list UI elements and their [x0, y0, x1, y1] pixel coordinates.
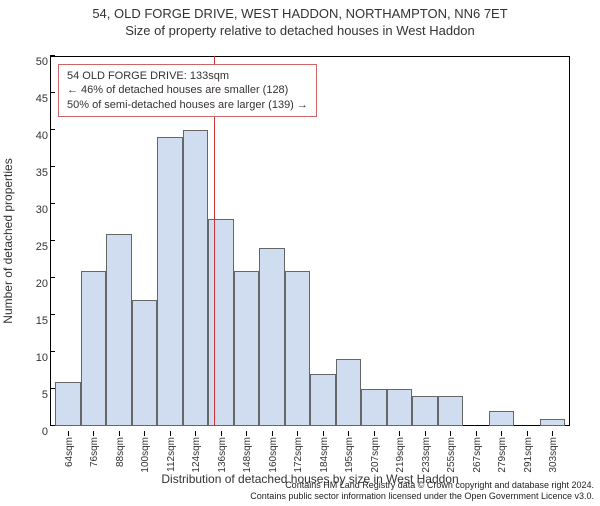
- x-tickmark: [297, 431, 298, 436]
- y-tick-label: 45: [18, 93, 48, 105]
- y-tick-label: 40: [18, 130, 48, 142]
- y-tickmark: [50, 55, 55, 56]
- x-tickmark: [476, 431, 477, 436]
- y-tickmark: [50, 129, 55, 130]
- histogram-bar: [361, 389, 387, 426]
- y-tick-label: 15: [18, 315, 48, 327]
- y-tick-label: 30: [18, 204, 48, 216]
- x-tickmark: [450, 431, 451, 436]
- x-tickmark: [170, 431, 171, 436]
- x-tickmark: [272, 431, 273, 436]
- y-tickmark: [50, 314, 55, 315]
- x-tick-label: 255sqm: [446, 437, 457, 473]
- x-tick-label: 136sqm: [217, 437, 228, 473]
- y-tickmark: [50, 166, 55, 167]
- y-tick-label: 20: [18, 278, 48, 290]
- info-line-smaller: ← 46% of detached houses are smaller (12…: [67, 83, 308, 97]
- x-tickmark: [399, 431, 400, 436]
- title-subtitle: Size of property relative to detached ho…: [0, 23, 600, 38]
- x-tickmark: [93, 431, 94, 436]
- y-tick-label: 35: [18, 167, 48, 179]
- x-tickmark: [552, 431, 553, 436]
- x-tick-label: 279sqm: [497, 437, 508, 473]
- y-tickmark: [50, 203, 55, 204]
- y-tick-label: 0: [18, 426, 48, 438]
- y-tick-label: 5: [18, 389, 48, 401]
- histogram-bar: [132, 300, 158, 426]
- histogram-bar: [336, 359, 362, 426]
- y-tickmark: [50, 92, 55, 93]
- x-tickmark: [374, 431, 375, 436]
- info-line-size: 54 OLD FORGE DRIVE: 133sqm: [67, 69, 308, 83]
- histogram-bar: [208, 219, 234, 426]
- x-tickmark: [144, 431, 145, 436]
- title-address: 54, OLD FORGE DRIVE, WEST HADDON, NORTHA…: [0, 6, 600, 21]
- histogram-bar: [285, 271, 311, 426]
- x-tick-label: 88sqm: [115, 437, 126, 467]
- x-tickmark: [501, 431, 502, 436]
- histogram-bar: [157, 137, 183, 426]
- histogram-bar: [234, 271, 260, 426]
- x-tickmark: [348, 431, 349, 436]
- y-tickmark: [50, 425, 55, 426]
- x-tickmark: [527, 431, 528, 436]
- x-tickmark: [323, 431, 324, 436]
- x-tick-label: 160sqm: [268, 437, 279, 473]
- histogram-bar: [489, 411, 515, 426]
- x-tick-label: 64sqm: [64, 437, 75, 467]
- y-axis-label: Number of detached properties: [1, 158, 15, 323]
- x-tick-label: 195sqm: [344, 437, 355, 473]
- info-line-larger: 50% of semi-detached houses are larger (…: [67, 98, 308, 112]
- y-tickmark: [50, 351, 55, 352]
- x-tick-label: 76sqm: [89, 437, 100, 467]
- footer-line2: Contains public sector information licen…: [250, 491, 594, 502]
- histogram-bar: [387, 389, 413, 426]
- histogram-bar: [540, 419, 566, 426]
- x-tick-label: 172sqm: [293, 437, 304, 473]
- x-tickmark: [119, 431, 120, 436]
- histogram-bar: [55, 382, 81, 426]
- x-tick-label: 112sqm: [166, 437, 177, 472]
- histogram-bar: [183, 130, 209, 426]
- histogram-bar: [259, 248, 285, 426]
- y-tick-label: 25: [18, 241, 48, 253]
- x-tick-label: 184sqm: [319, 437, 330, 473]
- x-tick-label: 148sqm: [242, 437, 253, 473]
- y-tick-label: 10: [18, 352, 48, 364]
- footer-attribution: Contains HM Land Registry data © Crown c…: [250, 480, 594, 502]
- x-tick-label: 233sqm: [421, 437, 432, 473]
- x-tickmark: [221, 431, 222, 436]
- x-tickmark: [246, 431, 247, 436]
- histogram-bar: [310, 374, 336, 426]
- x-tick-label: 267sqm: [472, 437, 483, 473]
- y-tickmark: [50, 240, 55, 241]
- y-tickmark: [50, 277, 55, 278]
- y-tickmark: [50, 388, 55, 389]
- x-tick-label: 219sqm: [395, 437, 406, 473]
- x-tick-label: 100sqm: [140, 437, 151, 473]
- y-axis-ticks: 05101520253035404550: [18, 56, 48, 426]
- x-tickmark: [68, 431, 69, 436]
- x-tickmark: [195, 431, 196, 436]
- info-box: 54 OLD FORGE DRIVE: 133sqm ← 46% of deta…: [58, 64, 317, 117]
- x-tick-label: 124sqm: [191, 437, 202, 473]
- histogram-bar: [412, 396, 438, 426]
- x-tick-label: 207sqm: [370, 437, 381, 473]
- x-tick-label: 303sqm: [548, 437, 559, 473]
- histogram-bar: [81, 271, 107, 426]
- histogram-bar: [106, 234, 132, 426]
- x-tick-label: 291sqm: [523, 437, 534, 473]
- histogram-bar: [438, 396, 464, 426]
- footer-line1: Contains HM Land Registry data © Crown c…: [250, 480, 594, 491]
- y-tick-label: 50: [18, 56, 48, 68]
- x-tickmark: [425, 431, 426, 436]
